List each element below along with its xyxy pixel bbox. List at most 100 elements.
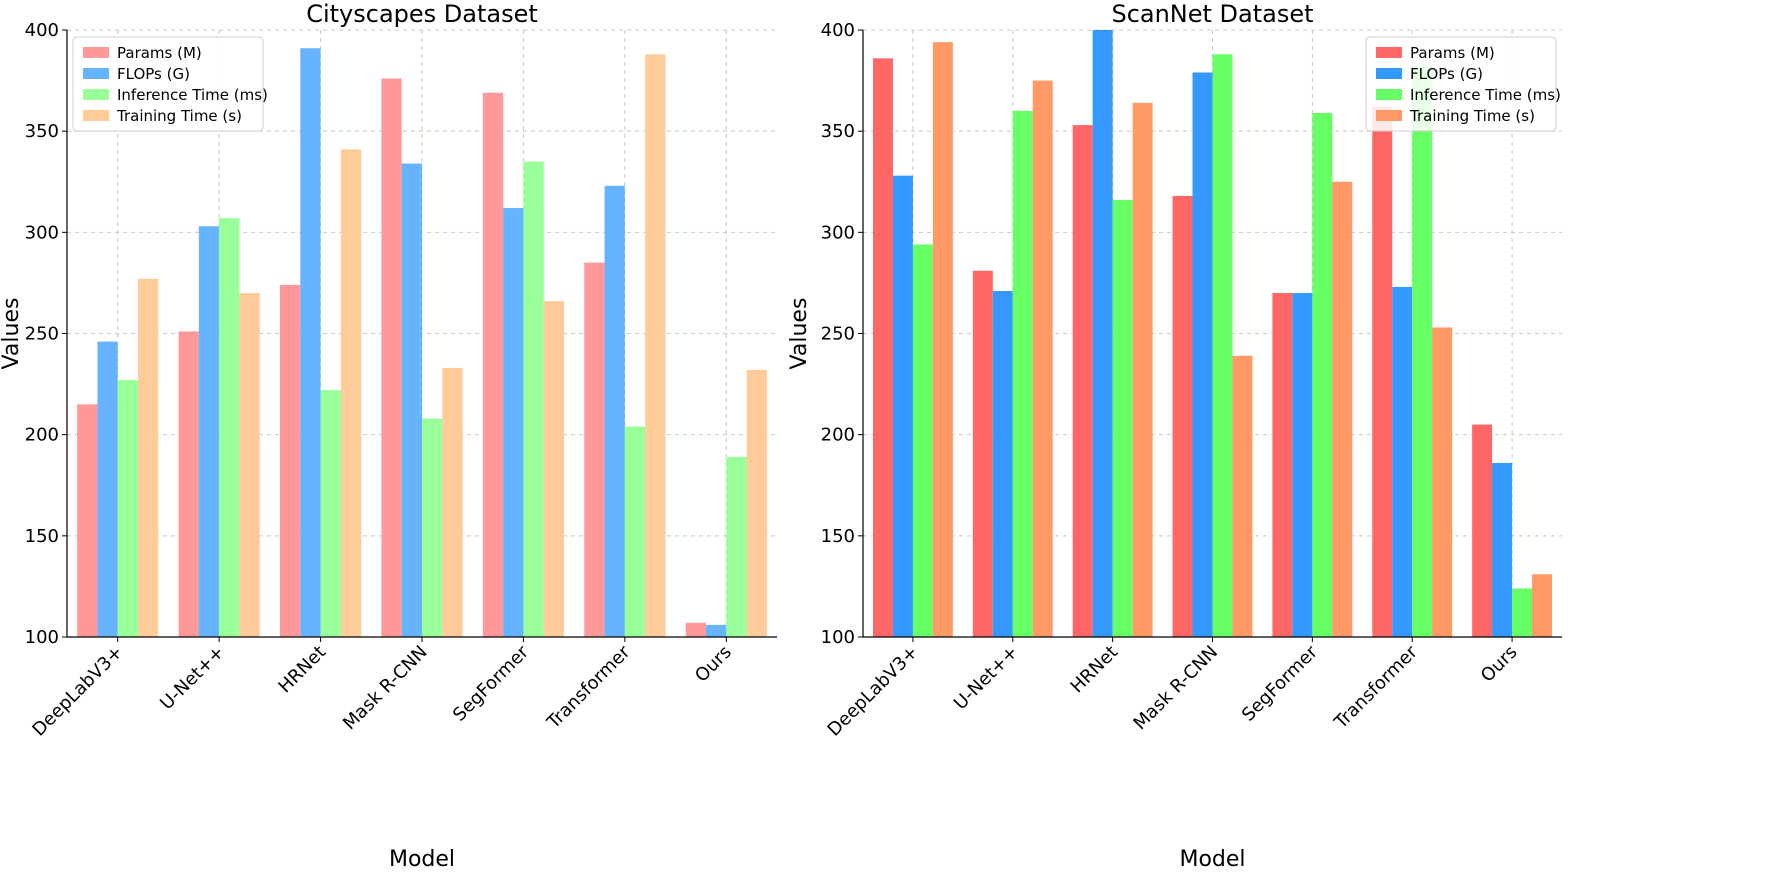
bar-training-time-s-6	[1532, 574, 1553, 637]
bar-inference-time-ms-0	[117, 380, 138, 637]
legend-swatch	[1376, 89, 1402, 100]
x-tick-label: Transformer	[1330, 641, 1422, 733]
y-tick-label: 100	[821, 627, 855, 648]
x-tick-label: DeepLabV3+	[824, 642, 923, 741]
bar-flops-g-4	[1292, 293, 1313, 637]
bar-inference-time-ms-3	[422, 418, 443, 637]
legend-swatch	[1376, 68, 1402, 79]
bar-training-time-s-4	[1332, 181, 1353, 637]
legend-swatch	[1376, 47, 1402, 58]
bars	[77, 48, 767, 638]
bar-params-m-0	[77, 404, 98, 637]
cityscapes-chart: 100 150 200 250 300 350 400 DeepLabV3+ U-Net++ HR…	[0, 0, 777, 872]
legend-label: Inference Time (ms)	[1410, 86, 1561, 104]
bar-params-m-6	[1472, 424, 1493, 637]
x-tick-label: Ours	[691, 642, 736, 687]
bar-flops-g-6	[1492, 462, 1513, 637]
x-tick-label: Mask R-CNN	[339, 642, 432, 735]
bar-training-time-s-5	[645, 54, 666, 637]
legend-label: Params (M)	[1410, 44, 1495, 62]
bar-params-m-4	[1272, 293, 1293, 637]
legend-swatch	[1376, 110, 1402, 121]
bar-params-m-1	[178, 331, 199, 637]
legend-box	[72, 36, 264, 132]
legend-label: Training Time (s)	[1409, 107, 1535, 125]
legend-label: FLOPs (G)	[1410, 65, 1483, 83]
bar-inference-time-ms-1	[219, 218, 240, 638]
bar-training-time-s-2	[1132, 102, 1153, 638]
bar-params-m-2	[1072, 125, 1093, 637]
bar-inference-time-ms-4	[523, 161, 544, 637]
x-tick-label: SegFormer	[449, 641, 533, 725]
bar-training-time-s-0	[932, 42, 953, 637]
bar-flops-g-0	[892, 175, 913, 637]
legend: Params (M) FLOPs (G) Inference Time (ms) Tr…	[72, 36, 268, 132]
bar-params-m-6	[685, 622, 706, 637]
bar-inference-time-ms-1	[1012, 110, 1033, 637]
y-tick-label: 150	[25, 526, 59, 547]
bar-training-time-s-1	[239, 293, 260, 637]
legend-label: Params (M)	[117, 44, 202, 62]
legend-label: FLOPs (G)	[117, 65, 190, 83]
legend-swatch	[83, 68, 109, 79]
bar-flops-g-4	[503, 208, 524, 637]
x-tick-label: U-Net++	[156, 642, 228, 714]
bar-flops-g-0	[97, 341, 118, 637]
bar-flops-g-6	[706, 624, 727, 637]
x-axis-label: Model	[389, 847, 455, 871]
bar-training-time-s-6	[746, 369, 767, 637]
y-axis-label: Values	[0, 298, 24, 370]
bar-params-m-5	[1372, 106, 1393, 638]
bars	[872, 30, 1553, 638]
bar-params-m-5	[584, 262, 605, 637]
bar-inference-time-ms-0	[912, 244, 933, 637]
bar-inference-time-ms-3	[1212, 54, 1233, 637]
y-tick-label: 300	[25, 222, 59, 243]
bar-flops-g-5	[604, 185, 625, 637]
bar-training-time-s-3	[442, 367, 463, 637]
y-axis-label: Values	[787, 298, 812, 370]
bar-training-time-s-5	[1432, 327, 1453, 637]
x-tick-label: HRNet	[274, 642, 330, 698]
bar-flops-g-3	[401, 163, 422, 638]
y-tick-label: 400	[821, 20, 855, 41]
bar-inference-time-ms-6	[1512, 588, 1533, 637]
bar-inference-time-ms-5	[624, 426, 646, 637]
legend-swatch	[83, 89, 109, 100]
x-tick-label: Mask R-CNN	[1130, 642, 1223, 735]
bar-params-m-1	[972, 270, 993, 637]
bar-params-m-4	[482, 92, 504, 638]
legend-swatch	[83, 47, 109, 58]
bar-training-time-s-3	[1232, 355, 1253, 637]
legend-swatch	[83, 110, 109, 121]
bar-flops-g-3	[1192, 72, 1213, 638]
bar-inference-time-ms-2	[1112, 199, 1133, 637]
bar-inference-time-ms-2	[320, 390, 341, 637]
x-tick-label: U-Net++	[950, 642, 1022, 714]
legend-box	[1365, 36, 1557, 132]
chart-title: ScanNet Dataset	[1111, 0, 1313, 28]
y-tick-label: 200	[25, 425, 59, 446]
bar-training-time-s-0	[138, 278, 159, 637]
y-tick-label: 400	[25, 20, 59, 41]
y-tick-label: 250	[821, 324, 855, 345]
y-tick-label: 150	[821, 526, 855, 547]
bar-flops-g-1	[198, 226, 220, 637]
y-tick-label: 300	[821, 222, 855, 243]
y-tick-label: 200	[821, 425, 855, 446]
bar-params-m-0	[872, 58, 893, 638]
bar-flops-g-2	[300, 48, 321, 637]
scannet-chart: 100 150 200 250 300 350 400 DeepLabV3+ U-Net++ HR…	[787, 0, 1562, 872]
y-tick-label: 350	[821, 121, 855, 142]
bar-flops-g-1	[992, 291, 1013, 637]
x-axis-label: Model	[1179, 847, 1245, 871]
y-tick-label: 250	[25, 324, 59, 345]
legend: Params (M) FLOPs (G) Inference Time (ms) Tr…	[1365, 36, 1561, 132]
bar-inference-time-ms-4	[1312, 112, 1333, 637]
bar-inference-time-ms-6	[726, 456, 747, 637]
x-tick-label: HRNet	[1067, 642, 1123, 698]
bar-training-time-s-4	[543, 301, 564, 637]
bar-training-time-s-1	[1032, 80, 1053, 638]
